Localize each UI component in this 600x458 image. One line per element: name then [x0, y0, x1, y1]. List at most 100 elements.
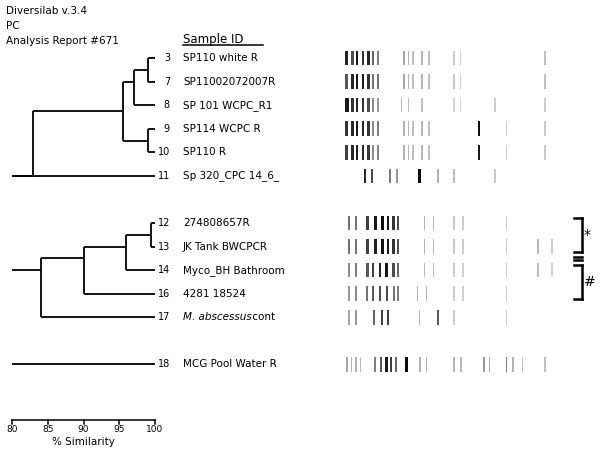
- Bar: [454, 74, 455, 89]
- Bar: [348, 286, 350, 301]
- Bar: [454, 51, 455, 65]
- Bar: [494, 169, 496, 183]
- Bar: [362, 145, 364, 159]
- Bar: [356, 51, 358, 65]
- Bar: [379, 286, 381, 301]
- Bar: [362, 121, 364, 136]
- Bar: [395, 357, 397, 372]
- Bar: [351, 121, 354, 136]
- Text: 16: 16: [158, 289, 170, 299]
- Bar: [397, 216, 399, 230]
- Bar: [428, 145, 430, 159]
- Text: MCG Pool Water R: MCG Pool Water R: [183, 360, 277, 370]
- Bar: [392, 239, 395, 254]
- Bar: [437, 169, 439, 183]
- Bar: [386, 286, 388, 301]
- Bar: [351, 145, 354, 159]
- Bar: [463, 263, 464, 278]
- Bar: [494, 98, 496, 113]
- Bar: [397, 286, 399, 301]
- Bar: [426, 286, 427, 301]
- Bar: [372, 286, 374, 301]
- Bar: [454, 169, 455, 183]
- Bar: [348, 310, 350, 325]
- Bar: [367, 51, 370, 65]
- Bar: [355, 263, 357, 278]
- Bar: [512, 357, 514, 372]
- Bar: [364, 169, 366, 183]
- Bar: [355, 239, 357, 254]
- Bar: [424, 216, 425, 230]
- Text: Sp 320_CPC 14_6_: Sp 320_CPC 14_6_: [183, 170, 279, 181]
- Bar: [506, 357, 508, 372]
- Bar: [544, 51, 546, 65]
- Bar: [538, 239, 539, 254]
- Bar: [460, 74, 461, 89]
- Bar: [362, 51, 364, 65]
- Bar: [345, 98, 349, 113]
- Text: 14: 14: [158, 265, 170, 275]
- Bar: [392, 286, 395, 301]
- Bar: [389, 169, 391, 183]
- Text: 8: 8: [164, 100, 170, 110]
- Bar: [372, 263, 374, 278]
- Bar: [356, 145, 358, 159]
- Bar: [390, 357, 392, 372]
- Text: 3: 3: [164, 53, 170, 63]
- Bar: [377, 74, 379, 89]
- Text: Diversilab v.3.4
PC
Analysis Report #671: Diversilab v.3.4 PC Analysis Report #671: [6, 6, 119, 46]
- Bar: [373, 310, 375, 325]
- Bar: [421, 98, 423, 113]
- Text: Sample ID: Sample ID: [183, 33, 244, 46]
- Bar: [367, 74, 370, 89]
- Bar: [408, 74, 409, 89]
- Bar: [544, 357, 546, 372]
- Bar: [374, 239, 377, 254]
- Bar: [404, 357, 407, 372]
- Bar: [348, 263, 350, 278]
- Bar: [348, 239, 350, 254]
- Text: 11: 11: [158, 171, 170, 181]
- Bar: [433, 216, 434, 230]
- Bar: [356, 98, 358, 113]
- Bar: [544, 121, 546, 136]
- Bar: [433, 263, 434, 278]
- Text: SP110 R: SP110 R: [183, 147, 226, 157]
- Bar: [350, 357, 352, 372]
- Bar: [463, 216, 464, 230]
- Bar: [346, 357, 348, 372]
- Bar: [463, 286, 464, 301]
- Text: 90: 90: [78, 425, 89, 435]
- Bar: [551, 263, 553, 278]
- Text: 17: 17: [158, 312, 170, 322]
- Bar: [377, 121, 379, 136]
- Bar: [355, 286, 357, 301]
- Bar: [506, 310, 507, 325]
- Text: SP11002072007R: SP11002072007R: [183, 76, 275, 87]
- Bar: [392, 216, 395, 230]
- Bar: [408, 51, 409, 65]
- Bar: [419, 310, 421, 325]
- Bar: [381, 216, 383, 230]
- Bar: [377, 145, 379, 159]
- Bar: [355, 216, 357, 230]
- Bar: [544, 98, 546, 113]
- Bar: [453, 263, 455, 278]
- Bar: [453, 239, 455, 254]
- Bar: [421, 51, 423, 65]
- Bar: [367, 98, 370, 113]
- Text: SP114 WCPC R: SP114 WCPC R: [183, 124, 260, 134]
- Text: 80: 80: [6, 425, 18, 435]
- Text: cont: cont: [249, 312, 275, 322]
- Bar: [396, 169, 398, 183]
- Bar: [372, 51, 374, 65]
- Bar: [544, 145, 546, 159]
- Bar: [506, 145, 507, 159]
- Bar: [371, 169, 373, 183]
- Bar: [392, 263, 395, 278]
- Bar: [397, 263, 399, 278]
- Bar: [351, 74, 354, 89]
- Text: SP 101 WCPC_R1: SP 101 WCPC_R1: [183, 100, 272, 110]
- Bar: [551, 239, 553, 254]
- Bar: [372, 145, 374, 159]
